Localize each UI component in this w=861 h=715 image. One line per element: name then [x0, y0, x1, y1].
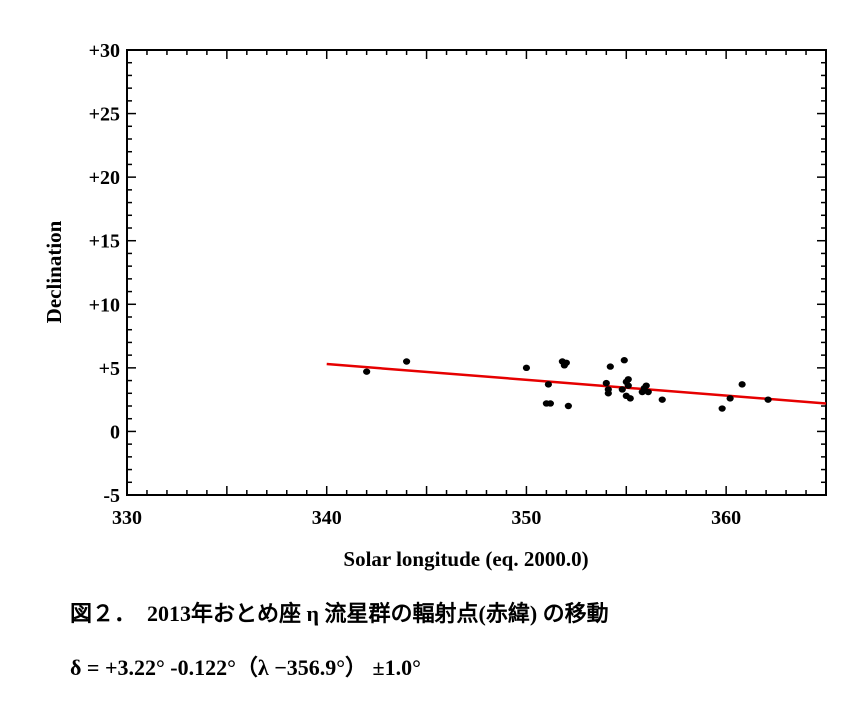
y-tick-label: +25 [89, 104, 120, 126]
data-point [606, 363, 614, 370]
data-point [602, 379, 610, 387]
tick-labels: 330 340 350 360 +30 +25 +20 +15 +10 +5 0 -5 [89, 40, 742, 529]
data-point [403, 358, 411, 365]
data-point [618, 386, 626, 393]
x-tick-label: 340 [312, 507, 342, 529]
data-point [658, 396, 666, 403]
y-axis-title: Declination [42, 220, 66, 323]
data-point [644, 388, 652, 396]
data-point [624, 376, 632, 383]
data-point [626, 395, 634, 402]
data-point [562, 359, 570, 366]
y-tick-label: +5 [99, 358, 120, 380]
data-point [726, 395, 734, 402]
x-tick-label: 360 [711, 507, 741, 529]
data-point [564, 402, 572, 410]
y-tick-label: +15 [89, 231, 120, 253]
data-point [738, 381, 746, 388]
data-points [363, 357, 772, 412]
x-tick-label: 350 [511, 507, 541, 529]
data-point [544, 381, 552, 388]
y-tick-label: +20 [89, 167, 120, 189]
data-point [363, 368, 371, 375]
data-point [624, 382, 632, 389]
data-point [718, 405, 726, 412]
y-tick-label: +30 [89, 40, 120, 62]
fit-line [326, 362, 827, 405]
figure-caption: 図２． 2013年おとめ座 η 流星群の輻射点(赤緯) の移動 [70, 601, 609, 626]
fit-line-layer [326, 362, 827, 405]
data-point [620, 357, 628, 364]
data-point [604, 386, 612, 393]
y-tick-label: +10 [89, 294, 120, 316]
axis-ticks [127, 50, 826, 495]
data-point [522, 364, 531, 372]
regression-formula: δ = +3.22° -0.122°（λ −356.9°） ±1.0° [70, 655, 421, 680]
chart: 330 340 350 360 +30 +25 +20 +15 +10 +5 0 -5 Solar l… [42, 40, 827, 571]
y-tick-label: 0 [110, 421, 120, 443]
data-point [642, 382, 650, 389]
data-point [764, 396, 772, 403]
plot-frame [126, 49, 827, 496]
y-tick-label: -5 [103, 485, 120, 507]
x-tick-label: 330 [112, 507, 142, 529]
x-axis-title: Solar longitude (eq. 2000.0) [343, 547, 588, 571]
data-point [546, 400, 554, 407]
